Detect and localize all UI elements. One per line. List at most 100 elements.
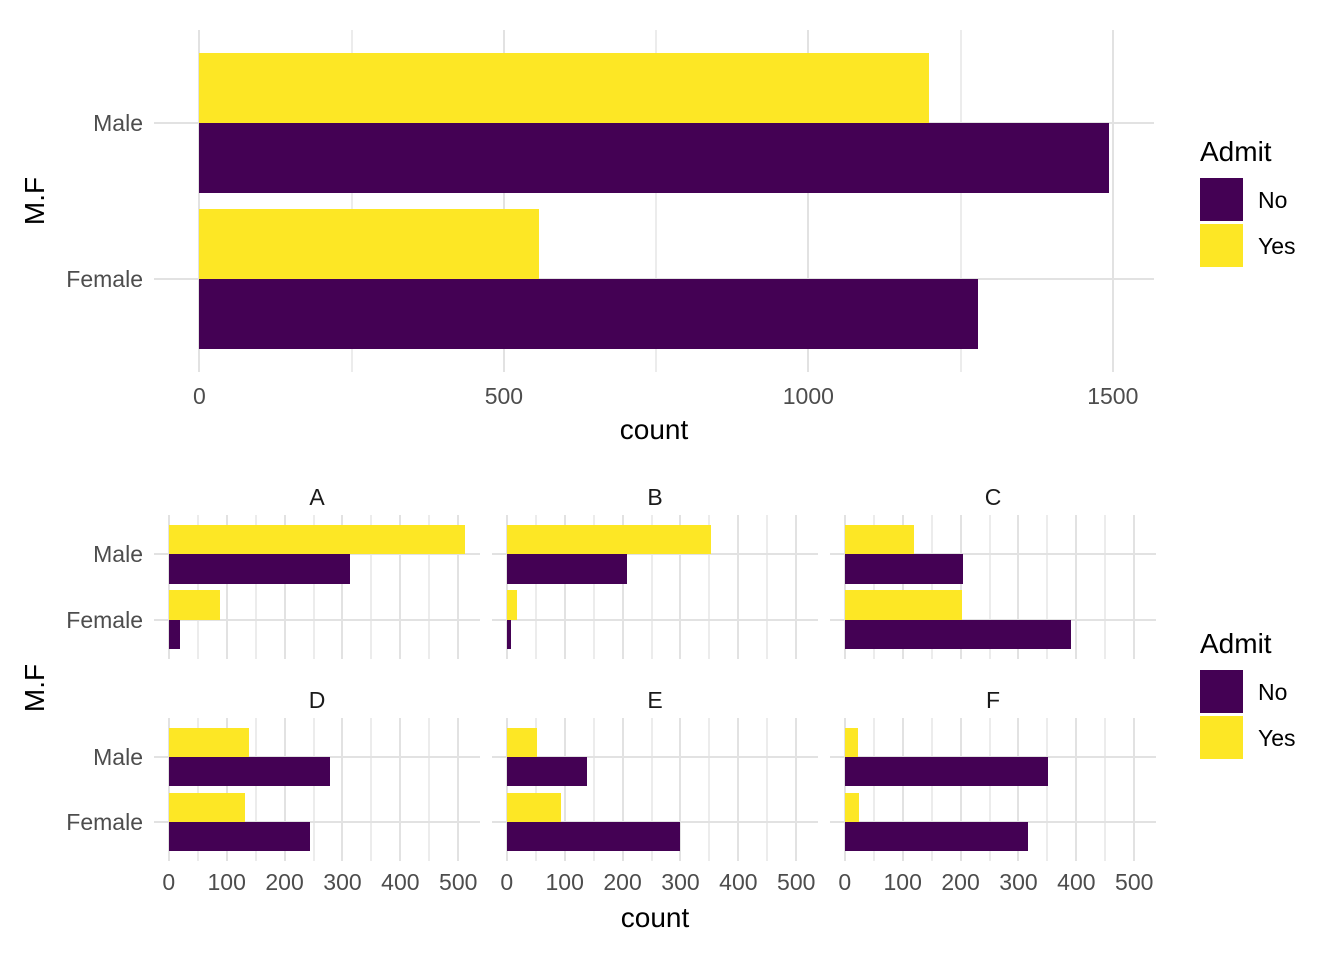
gridline-major xyxy=(225,718,228,861)
bar-B-female-no xyxy=(506,619,512,650)
facet-y-axis-title: M.F xyxy=(19,663,50,713)
gridline-major xyxy=(225,515,228,659)
gridline-major xyxy=(795,718,798,861)
legend-key-no: No xyxy=(1200,670,1296,713)
gridline-major xyxy=(830,553,1156,556)
gridline-major xyxy=(457,718,460,861)
x-tick-label: 0 xyxy=(193,383,206,409)
gridline-minor xyxy=(534,515,537,659)
bar-A-male-yes xyxy=(168,524,466,555)
top-y-axis-title: M.F xyxy=(19,176,50,226)
bar-F-male-no xyxy=(844,756,1048,787)
gridline-major xyxy=(1017,718,1020,861)
gridline-minor xyxy=(766,515,769,659)
bar-B-male-yes xyxy=(506,524,712,555)
legend-label-yes: Yes xyxy=(1258,724,1296,751)
chart-panel-C xyxy=(830,515,1156,659)
x-tick-label: 1000 xyxy=(782,383,834,409)
legend-key-no: No xyxy=(1200,178,1296,221)
gridline-major xyxy=(959,718,962,861)
bar-total-male-no xyxy=(199,123,1109,194)
x-tick-label: 0 xyxy=(500,869,514,895)
gridline-major xyxy=(399,515,402,659)
gridline-major xyxy=(167,718,170,861)
bar-F-female-no xyxy=(844,822,1029,852)
facet-strip-f: F xyxy=(985,687,1001,713)
gridline-minor xyxy=(312,515,315,659)
chart-panel-F xyxy=(830,718,1156,861)
bar-A-male-no xyxy=(168,554,350,584)
legend-label-no: No xyxy=(1258,678,1288,705)
gridline-major xyxy=(959,515,962,659)
gridline-major xyxy=(502,30,505,372)
x-tick-label: 1500 xyxy=(1087,383,1139,409)
gridline-minor xyxy=(428,515,431,659)
legend-swatch-no xyxy=(1200,178,1243,221)
bar-total-male-yes xyxy=(199,53,929,124)
x-tick-label: 0 xyxy=(162,869,176,895)
x-tick-label: 300 xyxy=(999,869,1038,895)
legend-label-no: No xyxy=(1258,186,1288,213)
x-tick-label: 400 xyxy=(381,869,420,895)
legend-title: Admit xyxy=(1200,136,1272,167)
bar-A-female-yes xyxy=(168,590,221,620)
x-tick-label: 400 xyxy=(1057,869,1096,895)
gridline-minor xyxy=(650,718,653,861)
bar-F-female-yes xyxy=(844,792,859,822)
x-tick-label: 0 xyxy=(838,869,852,895)
gridline-major xyxy=(198,30,201,372)
bar-F-male-yes xyxy=(844,727,858,757)
gridline-minor xyxy=(312,718,315,861)
gridline-major xyxy=(563,718,566,861)
gridline-minor xyxy=(1104,515,1107,659)
legend-swatch-no xyxy=(1200,670,1243,713)
gridline-minor xyxy=(930,515,933,659)
x-tick-label: 500 xyxy=(777,869,816,895)
legend-label-yes: Yes xyxy=(1258,232,1296,259)
gridline-major xyxy=(1075,718,1078,861)
top-x-axis-title: count xyxy=(619,414,689,445)
gridline-minor xyxy=(196,718,199,861)
bar-E-male-yes xyxy=(506,727,538,757)
gridline-minor xyxy=(872,515,875,659)
bar-A-female-no xyxy=(168,619,180,650)
x-tick-label: 100 xyxy=(545,869,584,895)
facet-x-axis-title: count xyxy=(620,902,690,933)
gridline-major xyxy=(1133,515,1136,659)
x-tick-label: 400 xyxy=(719,869,758,895)
gridline-major xyxy=(154,618,480,621)
gridline-major xyxy=(154,821,480,823)
gridline-minor xyxy=(708,515,711,659)
bar-total-female-yes xyxy=(199,208,539,279)
facet-ytick-male-row2: Male xyxy=(93,744,143,770)
gridline-major xyxy=(1133,718,1136,861)
gridline-major xyxy=(505,515,508,659)
bar-E-female-yes xyxy=(506,792,562,822)
facet-ytick-female-row1: Female xyxy=(66,607,143,633)
top-legend: Admit No Yes xyxy=(1200,136,1296,270)
gridline-major xyxy=(843,718,846,861)
facet-ytick-female-row2: Female xyxy=(66,809,143,835)
facet-strip-c: C xyxy=(984,484,1002,510)
gridline-minor xyxy=(254,718,257,861)
gridline-major xyxy=(843,515,846,659)
legend-key-yes: Yes xyxy=(1200,716,1296,759)
gridline-major xyxy=(679,718,682,861)
facet-strip-e: E xyxy=(647,687,663,713)
gridline-minor xyxy=(988,515,991,659)
x-tick-label: 200 xyxy=(265,869,304,895)
bar-D-female-yes xyxy=(168,792,245,822)
bar-D-male-no xyxy=(168,756,331,787)
legend-swatch-yes xyxy=(1200,716,1243,759)
gridline-major xyxy=(621,718,624,861)
facet-strip-b: B xyxy=(647,484,663,510)
legend-swatch-yes xyxy=(1200,224,1243,267)
gridline-major xyxy=(795,515,798,659)
x-tick-label: 200 xyxy=(941,869,980,895)
gridline-major xyxy=(737,718,740,861)
top-ytick-male: Male xyxy=(93,110,143,136)
gridline-minor xyxy=(988,718,991,861)
gridline-major xyxy=(492,553,818,556)
gridline-minor xyxy=(350,30,353,372)
